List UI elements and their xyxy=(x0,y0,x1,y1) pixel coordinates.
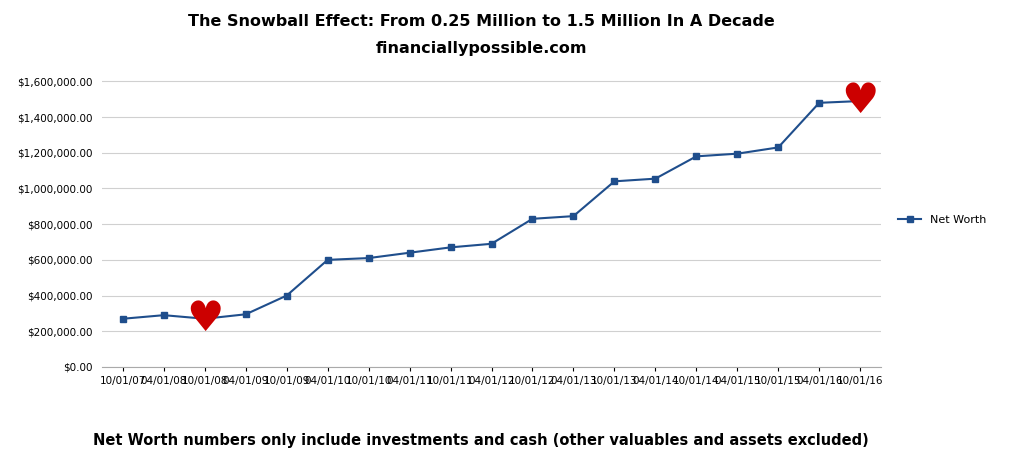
Text: financiallypossible.com: financiallypossible.com xyxy=(376,41,587,56)
Text: ♥: ♥ xyxy=(842,80,879,122)
Text: ♥: ♥ xyxy=(186,298,223,340)
Text: The Snowball Effect: From 0.25 Million to 1.5 Million In A Decade: The Snowball Effect: From 0.25 Million t… xyxy=(188,14,774,29)
Legend: Net Worth: Net Worth xyxy=(894,210,990,229)
Text: Net Worth numbers only include investments and cash (other valuables and assets : Net Worth numbers only include investmen… xyxy=(93,434,869,448)
